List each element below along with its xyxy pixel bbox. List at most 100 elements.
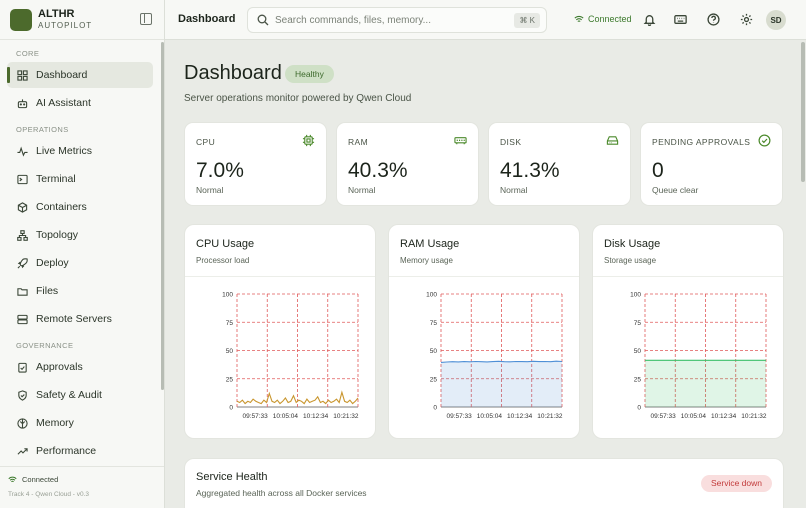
activity-icon bbox=[17, 146, 28, 157]
x-tick-label: 10:12:34 bbox=[303, 413, 329, 420]
chart-title: Disk Usage bbox=[604, 238, 661, 250]
brand[interactable]: ALTHR AUTOPILOT bbox=[0, 0, 164, 40]
y-tick-label: 50 bbox=[226, 348, 234, 355]
y-tick-label: 75 bbox=[226, 320, 234, 327]
service-health-subtitle: Aggregated health across all Docker serv… bbox=[196, 488, 367, 498]
x-tick-label: 10:21:32 bbox=[741, 413, 767, 420]
sidebar-item-topology[interactable]: Topology bbox=[7, 222, 153, 248]
sidebar-item-label: Dashboard bbox=[36, 69, 88, 81]
x-tick-label: 09:57:33 bbox=[446, 413, 472, 420]
stat-note: Normal bbox=[196, 185, 224, 195]
section-label-core: CORE bbox=[16, 49, 40, 58]
x-tick-label: 10:21:32 bbox=[333, 413, 359, 420]
bot-icon bbox=[17, 98, 28, 109]
cpu-icon bbox=[302, 134, 315, 147]
sidebar-nav: CORE Dashboard AI Assistant OPERATIONS L… bbox=[0, 40, 160, 465]
stat-value: 0 bbox=[652, 159, 664, 182]
sidebar-item-label: Live Metrics bbox=[36, 145, 93, 157]
sidebar-item-safety-audit[interactable]: Safety & Audit bbox=[7, 382, 153, 408]
bell-icon[interactable] bbox=[642, 12, 657, 27]
y-tick-label: 100 bbox=[222, 292, 233, 299]
sidebar-item-containers[interactable]: Containers bbox=[7, 194, 153, 220]
wifi-icon bbox=[8, 476, 17, 483]
chart-card-disk: Disk Usage Storage usage 0 25 50 75 100 09:57… bbox=[592, 224, 784, 439]
sidebar-item-label: Containers bbox=[36, 201, 87, 213]
page-title: Dashboard bbox=[184, 62, 282, 84]
shield-icon bbox=[17, 389, 28, 401]
section-label-operations: OPERATIONS bbox=[16, 125, 69, 134]
chart-title: RAM Usage bbox=[400, 238, 460, 250]
help-icon[interactable] bbox=[706, 12, 721, 27]
sidebar-item-label: Memory bbox=[36, 417, 74, 429]
sidebar-item-live-metrics[interactable]: Live Metrics bbox=[7, 138, 153, 164]
y-tick-label: 25 bbox=[430, 376, 438, 383]
status-badge: Healthy bbox=[285, 65, 334, 83]
x-tick-label: 10:05:04 bbox=[681, 413, 707, 420]
sidebar-item-remote-servers[interactable]: Remote Servers bbox=[7, 306, 153, 332]
connection-status-text: Connected bbox=[22, 475, 59, 484]
series-area bbox=[645, 360, 766, 407]
y-tick-label: 0 bbox=[229, 405, 233, 412]
sidebar-item-label: Performance bbox=[36, 445, 97, 457]
server-icon bbox=[17, 314, 28, 325]
stat-note: Normal bbox=[500, 185, 528, 195]
y-tick-label: 0 bbox=[433, 405, 437, 412]
y-tick-label: 50 bbox=[634, 348, 642, 355]
sidebar-item-deploy[interactable]: Deploy bbox=[7, 250, 153, 276]
sidebar-item-label: Remote Servers bbox=[36, 313, 112, 325]
check-circle-icon bbox=[758, 134, 771, 147]
clipboard-check-icon bbox=[17, 362, 28, 373]
stat-value: 40.3% bbox=[348, 159, 408, 182]
stat-card-disk[interactable]: DISK 41.3% Normal bbox=[488, 122, 631, 206]
x-tick-label: 09:57:33 bbox=[242, 413, 268, 420]
page-subtitle: Server operations monitor powered by Qwe… bbox=[184, 93, 412, 104]
gear-icon[interactable] bbox=[739, 12, 754, 27]
search-input[interactable] bbox=[275, 14, 505, 26]
keyboard-icon[interactable] bbox=[673, 12, 688, 27]
memory-icon bbox=[454, 134, 467, 147]
folder-icon bbox=[17, 286, 28, 297]
chart-title: CPU Usage bbox=[196, 238, 255, 250]
y-tick-label: 25 bbox=[634, 376, 642, 383]
connection-label: Connected bbox=[588, 14, 632, 24]
chart-subtitle: Memory usage bbox=[400, 256, 453, 265]
disk-chart: 0 25 50 75 100 09:57:33 10:05:04 10:12:34 10:21:… bbox=[630, 292, 767, 421]
sidebar-collapse-icon[interactable] bbox=[140, 13, 152, 25]
ram-chart: 0 25 50 75 100 09:57:33 10:05:04 10:12:34 10:21:… bbox=[426, 292, 563, 421]
chart-subtitle: Storage usage bbox=[604, 256, 657, 265]
main-scrollbar[interactable] bbox=[801, 42, 805, 182]
sidebar-item-dashboard[interactable]: Dashboard bbox=[7, 62, 153, 88]
user-avatar[interactable]: SD bbox=[766, 10, 786, 30]
y-tick-label: 75 bbox=[430, 320, 438, 327]
stat-note: Normal bbox=[348, 185, 376, 195]
stat-card-pending-approvals[interactable]: PENDING APPROVALS 0 Queue clear bbox=[640, 122, 783, 206]
service-status-badge: Service down bbox=[700, 475, 772, 492]
sidebar-item-terminal[interactable]: Terminal bbox=[7, 166, 153, 192]
stat-card-ram[interactable]: RAM 40.3% Normal bbox=[336, 122, 479, 206]
x-tick-label: 10:05:04 bbox=[273, 413, 299, 420]
stat-card-cpu[interactable]: CPU 7.0% Normal bbox=[184, 122, 327, 206]
sidebar-item-ai-assistant[interactable]: AI Assistant bbox=[7, 90, 153, 116]
command-search[interactable]: ⌘ K bbox=[247, 7, 547, 33]
service-health-card: Service Health Aggregated health across … bbox=[184, 458, 784, 508]
stat-label: PENDING APPROVALS bbox=[652, 137, 751, 147]
service-health-title: Service Health bbox=[196, 471, 268, 483]
sidebar-item-performance[interactable]: Performance bbox=[7, 438, 153, 464]
stat-label: CPU bbox=[196, 137, 216, 147]
series-area bbox=[441, 361, 562, 407]
y-tick-label: 0 bbox=[637, 405, 641, 412]
brand-title: ALTHR bbox=[38, 8, 75, 20]
trend-icon bbox=[17, 446, 28, 457]
sidebar-item-label: Files bbox=[36, 285, 59, 297]
chart-card-cpu: CPU Usage Processor load 0 25 50 75 100 09:57… bbox=[184, 224, 376, 439]
version-text: Track 4 - Qwen Cloud - v0.3 bbox=[8, 491, 90, 498]
sidebar-item-files[interactable]: Files bbox=[7, 278, 153, 304]
sidebar-scrollbar[interactable] bbox=[161, 42, 164, 390]
y-tick-label: 75 bbox=[634, 320, 642, 327]
connection-status: Connected bbox=[8, 475, 156, 484]
sidebar-item-label: Approvals bbox=[36, 361, 83, 373]
sidebar-item-approvals[interactable]: Approvals bbox=[7, 354, 153, 380]
sidebar-item-memory[interactable]: Memory bbox=[7, 410, 153, 436]
search-shortcut: ⌘ K bbox=[514, 13, 540, 28]
stat-note: Queue clear bbox=[652, 185, 699, 195]
